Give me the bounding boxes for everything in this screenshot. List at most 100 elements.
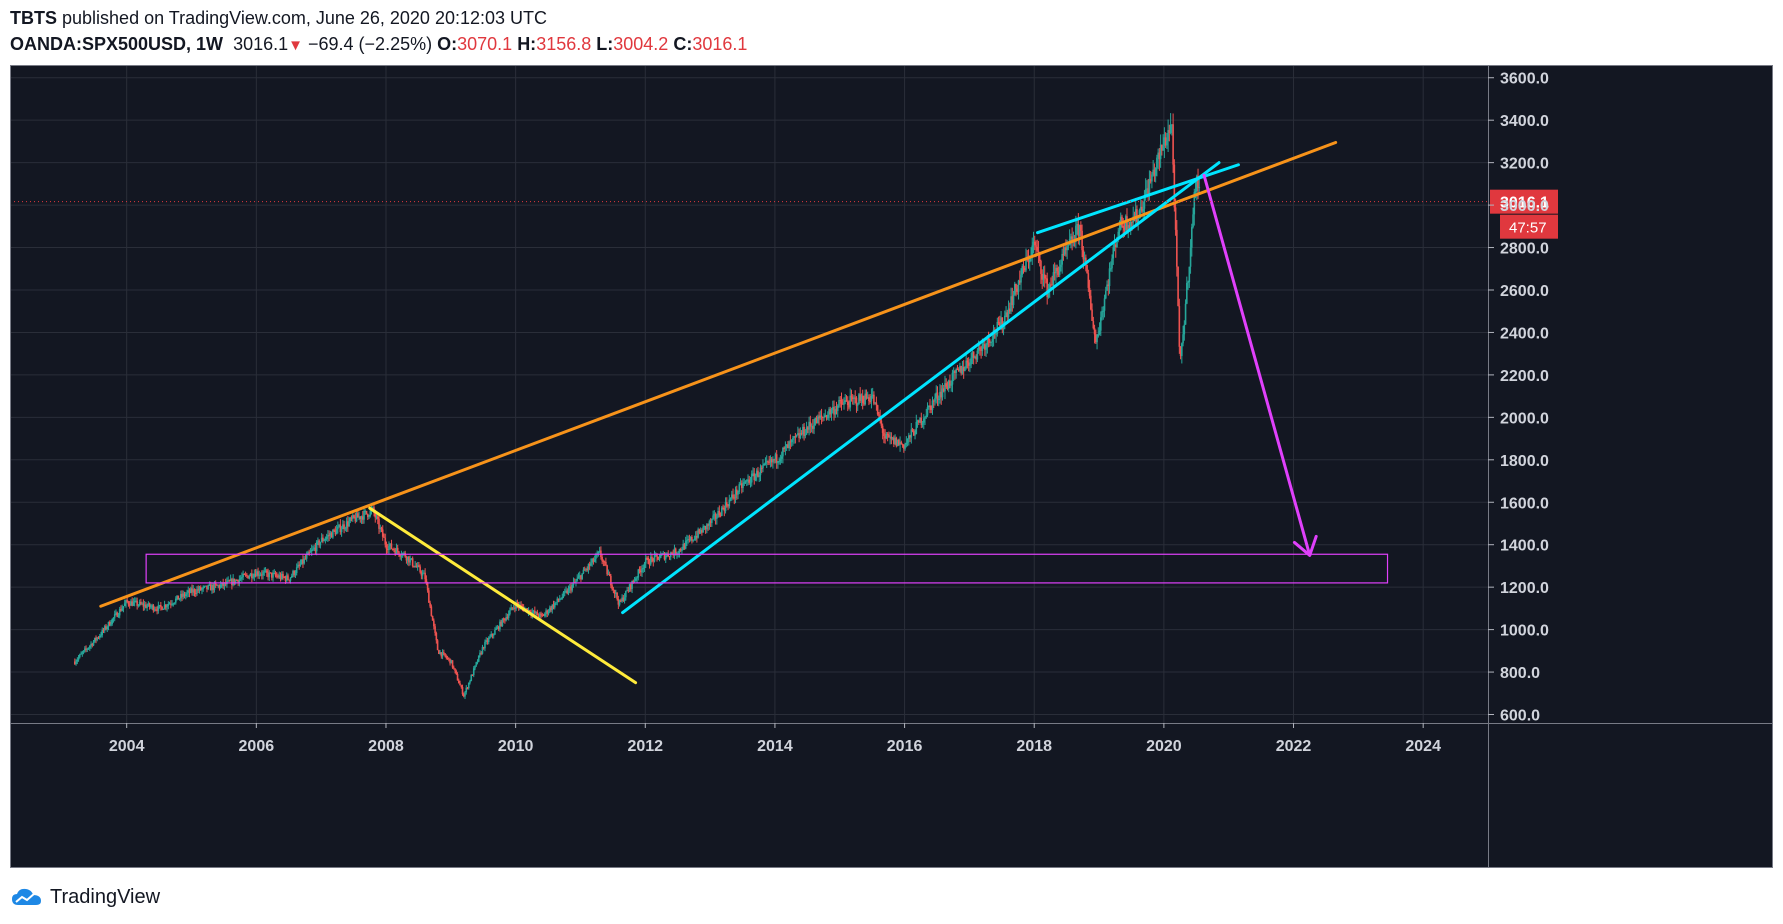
candle-body <box>863 402 865 405</box>
candle-body <box>674 548 677 555</box>
candle-body <box>352 515 354 519</box>
candle-body <box>954 371 956 373</box>
candle-body <box>135 600 137 602</box>
candle-body <box>466 687 469 689</box>
down-triangle-icon: ▼ <box>288 37 303 54</box>
published-text: published on TradingView.com, June 26, 2… <box>62 8 548 28</box>
candle-body <box>1025 257 1027 271</box>
candle-body <box>357 513 359 518</box>
candle-body <box>97 637 100 639</box>
candle-body <box>969 364 971 366</box>
candle-body <box>656 554 658 557</box>
candle-body <box>860 395 863 401</box>
candle-body <box>310 549 313 552</box>
candle-body <box>1095 334 1097 343</box>
candle-body <box>1143 197 1146 209</box>
candle-body <box>345 521 348 529</box>
candle-body <box>1091 309 1093 321</box>
candle-body <box>111 618 114 624</box>
candle-body <box>602 560 605 562</box>
candle-body <box>1015 283 1017 289</box>
candle-body <box>534 610 536 614</box>
candle-body <box>929 405 931 407</box>
candle-body <box>572 582 575 586</box>
candle-body <box>850 395 853 398</box>
candle-body <box>632 580 635 582</box>
candle-body <box>703 525 706 527</box>
candle-body <box>608 573 611 576</box>
candle-body <box>728 499 731 507</box>
brand-label[interactable]: TradingView <box>50 885 161 908</box>
candle-body <box>913 431 915 436</box>
candle-body <box>228 580 231 582</box>
candle-body <box>757 470 759 477</box>
candle-body <box>1152 169 1154 175</box>
candle-body <box>128 604 131 606</box>
candle-body <box>553 603 556 608</box>
candle-body <box>835 409 838 411</box>
candle-body <box>294 573 297 576</box>
candle-body <box>1005 312 1007 316</box>
candle-body <box>932 400 935 402</box>
candle-body <box>979 347 981 349</box>
candle-body <box>868 397 870 402</box>
candle-body <box>445 656 448 658</box>
candle-body <box>335 529 338 535</box>
candle-body <box>926 407 929 416</box>
candle-body <box>1018 280 1021 283</box>
candle-body <box>721 507 723 516</box>
candle-body <box>724 502 727 512</box>
candle-body <box>85 648 87 650</box>
candle-body <box>1008 308 1011 312</box>
candle-body <box>625 590 627 598</box>
candle-body <box>501 618 504 627</box>
candle-body <box>251 573 253 578</box>
candle-body <box>898 439 900 445</box>
candle-body <box>76 659 79 662</box>
candle-body <box>1177 266 1179 307</box>
candle-body <box>990 341 992 343</box>
price-chart[interactable]: 3016.1 47:57 2004 2006 2008 2010 2012 2014 2016… <box>10 65 1773 868</box>
candle-body <box>256 571 258 577</box>
candle-body <box>83 648 86 651</box>
candle-body <box>1102 310 1105 312</box>
candle-body <box>568 586 571 589</box>
candle-body <box>878 414 880 416</box>
candle-body <box>287 575 289 580</box>
candle-body <box>242 573 244 578</box>
candle-body <box>889 436 891 438</box>
chart-frame[interactable]: 3016.1 47:57 2004 2006 2008 2010 2012 2014 2016… <box>10 65 1773 868</box>
candle-body <box>900 442 903 445</box>
candle-body <box>1158 152 1161 160</box>
candle-body <box>489 636 491 639</box>
candle-body <box>91 643 94 646</box>
candle-body <box>444 653 446 657</box>
candle-body <box>542 615 545 617</box>
candle-body <box>415 565 418 568</box>
candle-body <box>855 397 858 406</box>
candle-body <box>344 528 347 530</box>
candle-body <box>937 398 940 400</box>
candle-body <box>980 347 982 351</box>
candle-body <box>639 570 642 573</box>
candle-body <box>713 514 716 516</box>
publisher-name[interactable]: TBTS <box>10 8 57 28</box>
candle-body <box>1067 245 1070 247</box>
candle-body <box>1142 208 1144 212</box>
candle-body <box>457 680 460 684</box>
candle-body <box>475 662 478 666</box>
candle-body <box>509 610 511 615</box>
candle-body <box>511 607 514 609</box>
candle-body <box>633 580 636 582</box>
candle-body <box>241 577 243 579</box>
candle-body <box>480 652 483 654</box>
candle-body <box>551 604 554 611</box>
candle-body <box>560 598 562 600</box>
candle-body <box>871 394 874 396</box>
candle-body <box>982 344 985 346</box>
candle-body <box>683 543 686 549</box>
y-tick-label: 1000.0 <box>1500 623 1549 640</box>
candle-body <box>184 594 187 597</box>
candle-body <box>1022 266 1025 269</box>
candle-body <box>244 574 247 576</box>
